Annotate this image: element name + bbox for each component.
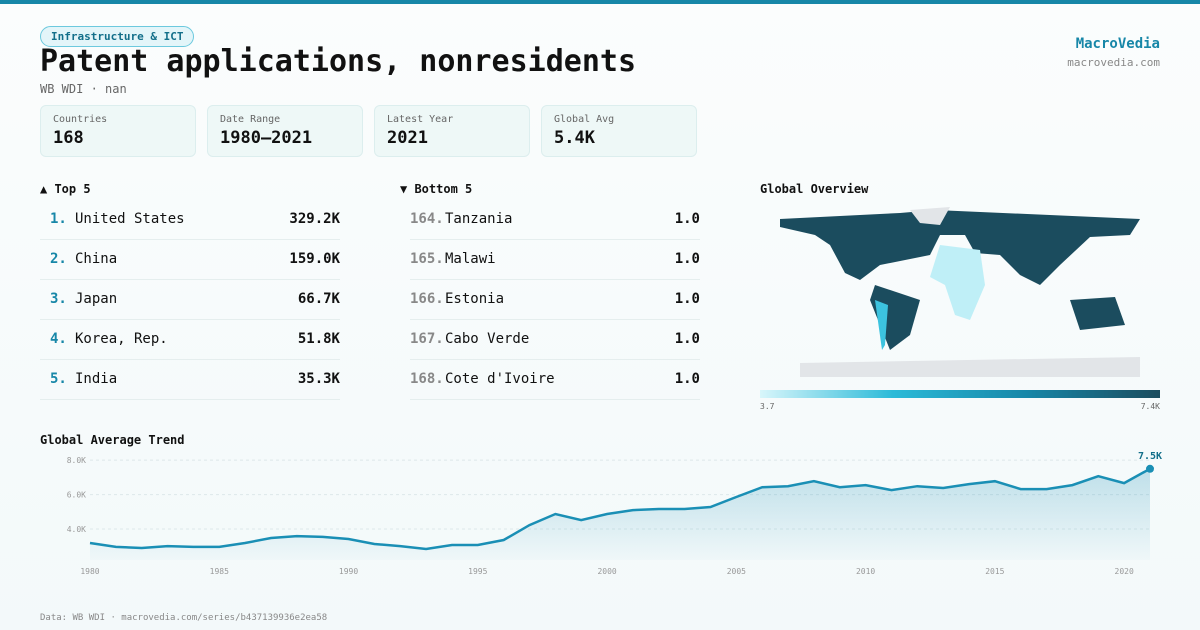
rank-row: 2. China 159.0K	[40, 239, 340, 280]
rank-row: 164. Tanzania 1.0	[410, 199, 700, 240]
country: Malawi	[445, 251, 496, 267]
stat-label: Countries	[53, 114, 108, 125]
rank: 5.	[50, 371, 67, 387]
stat-value: 5.4K	[554, 128, 595, 148]
x-tick-label: 2010	[856, 567, 875, 576]
brand-url: macrovedia.com	[1067, 56, 1160, 69]
x-tick-label: 2000	[597, 567, 616, 576]
x-tick-label: 2020	[1115, 567, 1134, 576]
top-bar	[0, 0, 1200, 4]
country: Japan	[75, 291, 118, 307]
stat-card: Global Avg 5.4K	[541, 105, 697, 157]
bottom-heading: ▼ Bottom 5	[400, 182, 473, 196]
y-tick-label: 8.0K	[67, 456, 86, 465]
line	[89, 467, 1151, 551]
area	[90, 468, 1150, 560]
rank-row: 165. Malawi 1.0	[410, 239, 700, 280]
x-tick-label: 1980	[80, 567, 99, 576]
legend-max: 7.4K	[1140, 402, 1160, 411]
rank: 4.	[50, 331, 67, 347]
rank-row: 168. Cote d'Ivoire 1.0	[410, 359, 700, 400]
country: India	[75, 371, 118, 387]
stat-card: Date Range 1980–2021	[207, 105, 363, 157]
value: 51.8K	[297, 331, 340, 347]
subtitle: WB WDI · nan	[40, 82, 127, 96]
antarctica	[800, 357, 1140, 377]
footer: Data: WB WDI · macrovedia.com/series/b43…	[40, 613, 328, 623]
value-label: 7.5K	[1138, 451, 1162, 462]
rank: 168.	[410, 371, 444, 387]
country: Korea, Rep.	[75, 331, 168, 347]
country: China	[75, 251, 118, 267]
y-tick-label: 6.0K	[67, 491, 86, 500]
south-america	[870, 285, 920, 350]
stat-value: 1980–2021	[220, 128, 313, 148]
value: 329.2K	[289, 211, 340, 227]
value: 1.0	[674, 251, 700, 267]
legend-min: 3.7	[760, 402, 775, 411]
category-tag: Infrastructure & ICT	[40, 26, 195, 47]
chart-title: Global Average Trend	[40, 433, 185, 447]
rank: 167.	[410, 331, 444, 347]
argentina	[875, 300, 888, 350]
rank: 3.	[50, 291, 67, 307]
value: 1.0	[674, 371, 700, 387]
rank-row: 3. Japan 66.7K	[40, 279, 340, 320]
rank-row: 167. Cabo Verde 1.0	[410, 319, 700, 360]
x-tick-label: 2015	[985, 567, 1004, 576]
greenland	[910, 207, 950, 225]
country: Cote d'Ivoire	[445, 371, 555, 387]
rank: 166.	[410, 291, 444, 307]
map-heading: Global Overview	[760, 182, 869, 196]
x-tick-label: 2005	[727, 567, 746, 576]
rank-row: 1. United States 329.2K	[40, 199, 340, 240]
rank: 165.	[410, 251, 444, 267]
rank: 164.	[410, 211, 444, 227]
stat-label: Date Range	[220, 114, 281, 125]
stat-value: 168	[53, 128, 84, 148]
x-tick-label: 1995	[468, 567, 487, 576]
end-point	[1146, 464, 1154, 473]
value: 1.0	[674, 211, 700, 227]
country: Cabo Verde	[445, 331, 530, 347]
color-scale	[760, 390, 1160, 398]
stat-label: Global Avg	[554, 114, 615, 125]
value: 1.0	[674, 331, 700, 347]
rank-row: 4. Korea, Rep. 51.8K	[40, 319, 340, 360]
north-landmass	[780, 210, 1140, 285]
value: 66.7K	[297, 291, 340, 307]
x-tick-label: 1985	[210, 567, 229, 576]
australia	[1070, 297, 1125, 330]
value: 159.0K	[289, 251, 340, 267]
africa	[930, 245, 985, 320]
brand: MacroVedia	[1075, 36, 1160, 52]
country: Estonia	[445, 291, 505, 307]
rank: 1.	[50, 211, 67, 227]
rank-row: 166. Estonia 1.0	[410, 279, 700, 320]
top-heading: ▲ Top 5	[40, 182, 91, 196]
y-tick-label: 4.0K	[67, 525, 86, 534]
stat-card: Countries 168	[40, 105, 196, 157]
stat-label: Latest Year	[387, 114, 454, 125]
x-tick-label: 1990	[339, 567, 358, 576]
rank-row: 5. India 35.3K	[40, 359, 340, 400]
world-map	[780, 207, 1140, 377]
title: Patent applications, nonresidents	[40, 44, 637, 79]
value: 1.0	[674, 291, 700, 307]
stat-card: Latest Year 2021	[374, 105, 530, 157]
stat-value: 2021	[387, 128, 428, 148]
country: United States	[75, 211, 185, 227]
value: 35.3K	[297, 371, 340, 387]
country: Tanzania	[445, 211, 513, 227]
rank: 2.	[50, 251, 67, 267]
